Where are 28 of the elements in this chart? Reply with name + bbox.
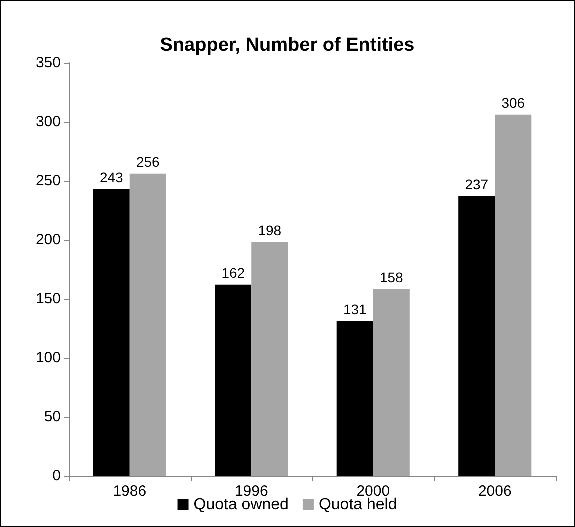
bar <box>215 284 252 476</box>
y-tick-label: 50 <box>44 408 61 426</box>
data-label: 198 <box>258 222 282 238</box>
data-label: 237 <box>465 176 489 192</box>
x-tick-label: 1986 <box>113 483 147 500</box>
data-label: 158 <box>380 270 404 286</box>
bar <box>130 174 166 476</box>
chart-title: Snapper, Number of Entities <box>160 35 415 56</box>
y-tick-label: 200 <box>36 232 61 248</box>
data-label: 131 <box>343 301 368 318</box>
legend-label: Quota held <box>318 496 398 514</box>
y-tick-label: 150 <box>36 290 61 308</box>
data-label: 243 <box>100 169 124 186</box>
bar <box>495 114 532 476</box>
x-tick-label: 2006 <box>478 483 512 500</box>
bar <box>252 242 288 476</box>
bar <box>373 290 410 476</box>
data-label: 256 <box>136 154 160 170</box>
y-tick-label: 350 <box>36 54 61 72</box>
y-tick-label: 250 <box>36 172 61 190</box>
bar <box>336 321 374 476</box>
data-label: 306 <box>502 94 526 111</box>
bar <box>93 189 130 476</box>
data-label: 162 <box>222 264 246 281</box>
y-tick-label: 100 <box>36 350 61 366</box>
bar <box>458 196 496 476</box>
y-tick-label: 0 <box>52 468 61 484</box>
y-tick-label: 300 <box>36 114 61 130</box>
